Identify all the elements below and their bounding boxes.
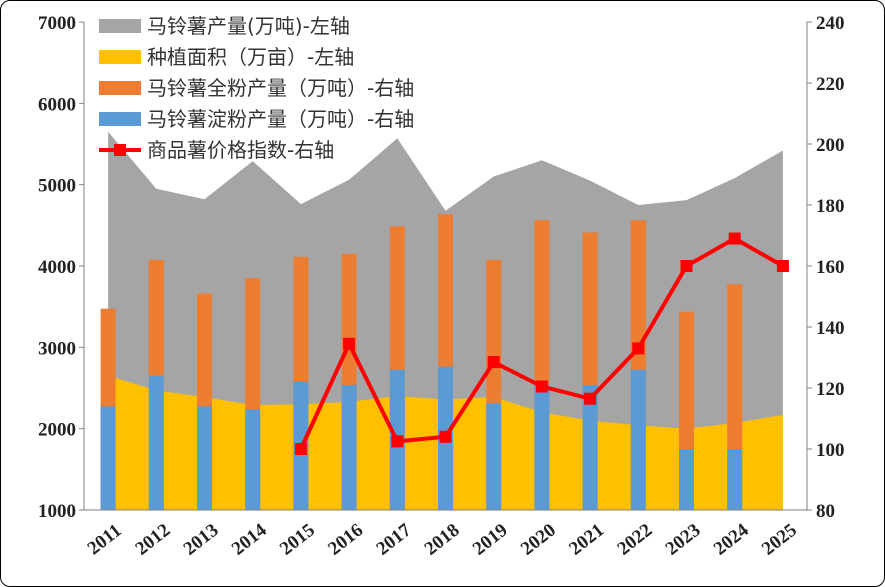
price-index-point-2025	[776, 260, 789, 272]
starch-output-bar-2023	[679, 449, 694, 510]
starch-output-bar-2014	[245, 409, 261, 510]
legend-entry-label: 马铃薯产量(万吨)-左轴	[147, 14, 350, 38]
left-tick-label: 3000	[38, 338, 76, 359]
price-index-point-2022	[632, 342, 645, 355]
price-index-point-2018	[439, 430, 452, 443]
left-tick-label: 7000	[38, 13, 76, 34]
starch-output-bar-2012	[148, 375, 164, 510]
x-tick-label: 2025	[758, 520, 801, 560]
x-tick-label: 2015	[276, 520, 319, 560]
right-tick-label: 140	[816, 318, 845, 339]
starch-output-bar-2024	[727, 449, 743, 510]
right-tick-label: 120	[816, 379, 845, 400]
starch-output-bar-2021	[582, 384, 598, 510]
x-tick-label: 2018	[421, 520, 464, 560]
legend-swatch-marker	[114, 144, 126, 156]
x-tick-label: 2020	[517, 520, 560, 560]
legend-swatch	[99, 81, 141, 95]
price-index-point-2023	[680, 260, 693, 272]
x-tick-label: 2022	[613, 520, 656, 560]
x-tick-label: 2014	[228, 519, 271, 559]
left-tick-label: 1000	[38, 501, 76, 522]
price-index-point-2016	[343, 337, 356, 350]
x-tick-label: 2024	[710, 519, 753, 559]
right-tick-label: 240	[816, 13, 845, 34]
right-tick-label: 80	[816, 501, 835, 522]
legend-swatch	[99, 112, 141, 126]
left-tick-label: 4000	[38, 257, 76, 278]
right-tick-label: 220	[816, 74, 845, 95]
price-index-point-2024	[728, 232, 741, 245]
price-index-point-2019	[487, 356, 500, 369]
price-index-point-2021	[584, 392, 597, 405]
x-tick-label: 2012	[131, 520, 174, 560]
x-tick-label: 2011	[84, 520, 126, 559]
price-index-point-2017	[391, 435, 404, 448]
legend-entry-label: 马铃薯淀粉产量（万吨）-右轴	[147, 107, 414, 131]
left-tick-label: 5000	[38, 176, 76, 197]
left-tick-label: 2000	[38, 420, 76, 441]
legend-entry-label: 商品薯价格指数-右轴	[147, 138, 334, 162]
price-index-point-2020	[535, 380, 548, 393]
x-tick-label: 2019	[469, 520, 512, 560]
starch-output-bar-2013	[197, 406, 212, 510]
starch-output-bar-2022	[630, 369, 646, 510]
right-tick-label: 200	[816, 135, 845, 156]
starch-output-bar-2016	[341, 384, 357, 510]
legend-swatch	[99, 50, 141, 64]
x-tick-label: 2021	[565, 520, 608, 560]
left-tick-label: 6000	[38, 94, 76, 115]
right-tick-label: 160	[816, 257, 845, 278]
right-tick-label: 100	[816, 440, 845, 461]
legend-swatch	[99, 19, 141, 33]
starch-output-bar-2011	[100, 406, 116, 510]
legend-entry-label: 种植面积（万亩）-左轴	[147, 45, 354, 69]
price-index-point-2015	[294, 443, 307, 455]
x-tick-label: 2013	[180, 520, 223, 560]
right-tick-label: 180	[816, 196, 845, 217]
x-tick-label: 2023	[662, 520, 705, 560]
starch-output-bar-2019	[486, 403, 502, 510]
starch-output-bar-2020	[534, 384, 550, 510]
x-tick-label: 2017	[372, 519, 415, 559]
x-tick-label: 2016	[324, 520, 367, 560]
legend-entry-label: 马铃薯全粉产量（万吨）-右轴	[147, 76, 414, 100]
